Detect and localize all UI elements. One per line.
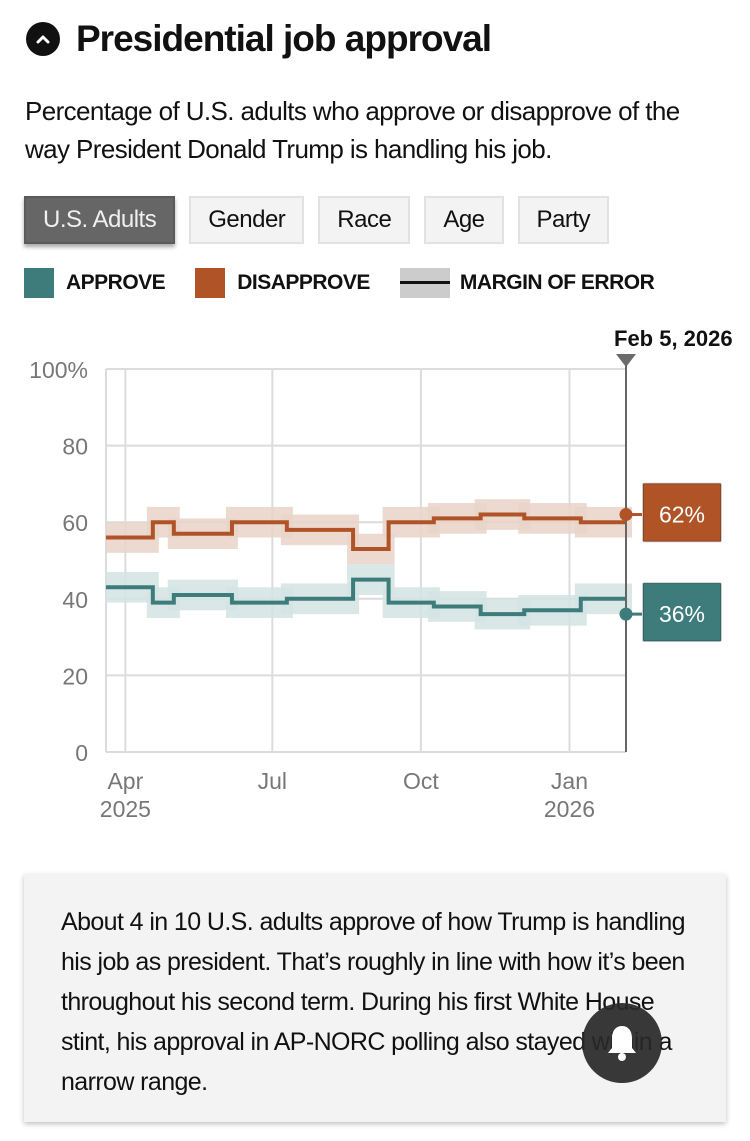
approve-current-point <box>619 607 633 621</box>
group-tabs: U.S. Adults Gender Race Age Party <box>24 196 623 244</box>
y-tick-label: 100% <box>29 357 88 383</box>
disapprove-step-line <box>106 512 626 552</box>
y-tick-label: 20 <box>62 663 88 689</box>
chart-subtitle: Percentage of U.S. adults who approve or… <box>25 96 680 164</box>
disapprove-swatch <box>195 268 226 298</box>
approve-value-label: 36% <box>659 601 705 627</box>
tab-us-adults[interactable]: U.S. Adults <box>24 196 176 244</box>
notification-button[interactable] <box>582 1003 662 1083</box>
disapprove-current-point <box>619 508 633 522</box>
approve-value-badge <box>642 582 722 642</box>
margin-of-error-swatch <box>399 268 450 298</box>
tab-party[interactable]: Party <box>517 196 610 244</box>
approve-step-line <box>106 577 626 617</box>
disapprove-value-label: 62% <box>659 502 705 528</box>
y-tick-label: 60 <box>62 510 88 536</box>
x-tick-sublabel: 2026 <box>544 796 595 822</box>
series-lines <box>106 512 626 617</box>
x-tick-label: Apr <box>107 768 143 794</box>
marker-date-label: Feb 5, 2026 <box>614 326 733 351</box>
chart-legend: APPROVE DISAPPROVE MARGIN OF ERROR <box>24 268 684 298</box>
legend-moe-label: MARGIN OF ERROR <box>459 271 655 294</box>
tab-race[interactable]: Race <box>318 196 411 244</box>
legend-disapprove-label: DISAPPROVE <box>237 271 370 294</box>
x-tick-label: Jul <box>258 768 287 794</box>
current-date-marker: Feb 5, 2026 62% 36% <box>614 326 733 752</box>
chart-title: Presidential job approval <box>76 18 492 59</box>
summary-text: About 4 in 10 U.S. adults approve of how… <box>61 908 686 1096</box>
marker-triangle-icon <box>616 354 636 367</box>
tab-gender[interactable]: Gender <box>189 196 305 244</box>
header: Presidential job approval <box>26 18 492 60</box>
x-tick-label: Oct <box>403 768 439 794</box>
approve-swatch <box>24 268 54 298</box>
bell-icon <box>608 1026 636 1061</box>
legend-margin-of-error: MARGIN OF ERROR <box>399 268 655 298</box>
x-tick-label: Jan <box>551 768 588 794</box>
legend-disapprove: DISAPPROVE <box>195 268 370 298</box>
y-tick-label: 80 <box>62 434 88 460</box>
y-tick-label: 40 <box>62 587 88 613</box>
y-tick-label: 0 <box>75 740 88 766</box>
summary-note: About 4 in 10 U.S. adults approve of how… <box>24 874 726 1122</box>
disapprove-value-badge <box>642 482 722 543</box>
x-tick-sublabel: 2025 <box>100 796 151 822</box>
tab-age[interactable]: Age <box>424 196 504 244</box>
chevron-up-circle-icon[interactable] <box>26 22 60 56</box>
legend-approve: APPROVE <box>24 268 166 298</box>
legend-approve-label: APPROVE <box>66 271 166 294</box>
